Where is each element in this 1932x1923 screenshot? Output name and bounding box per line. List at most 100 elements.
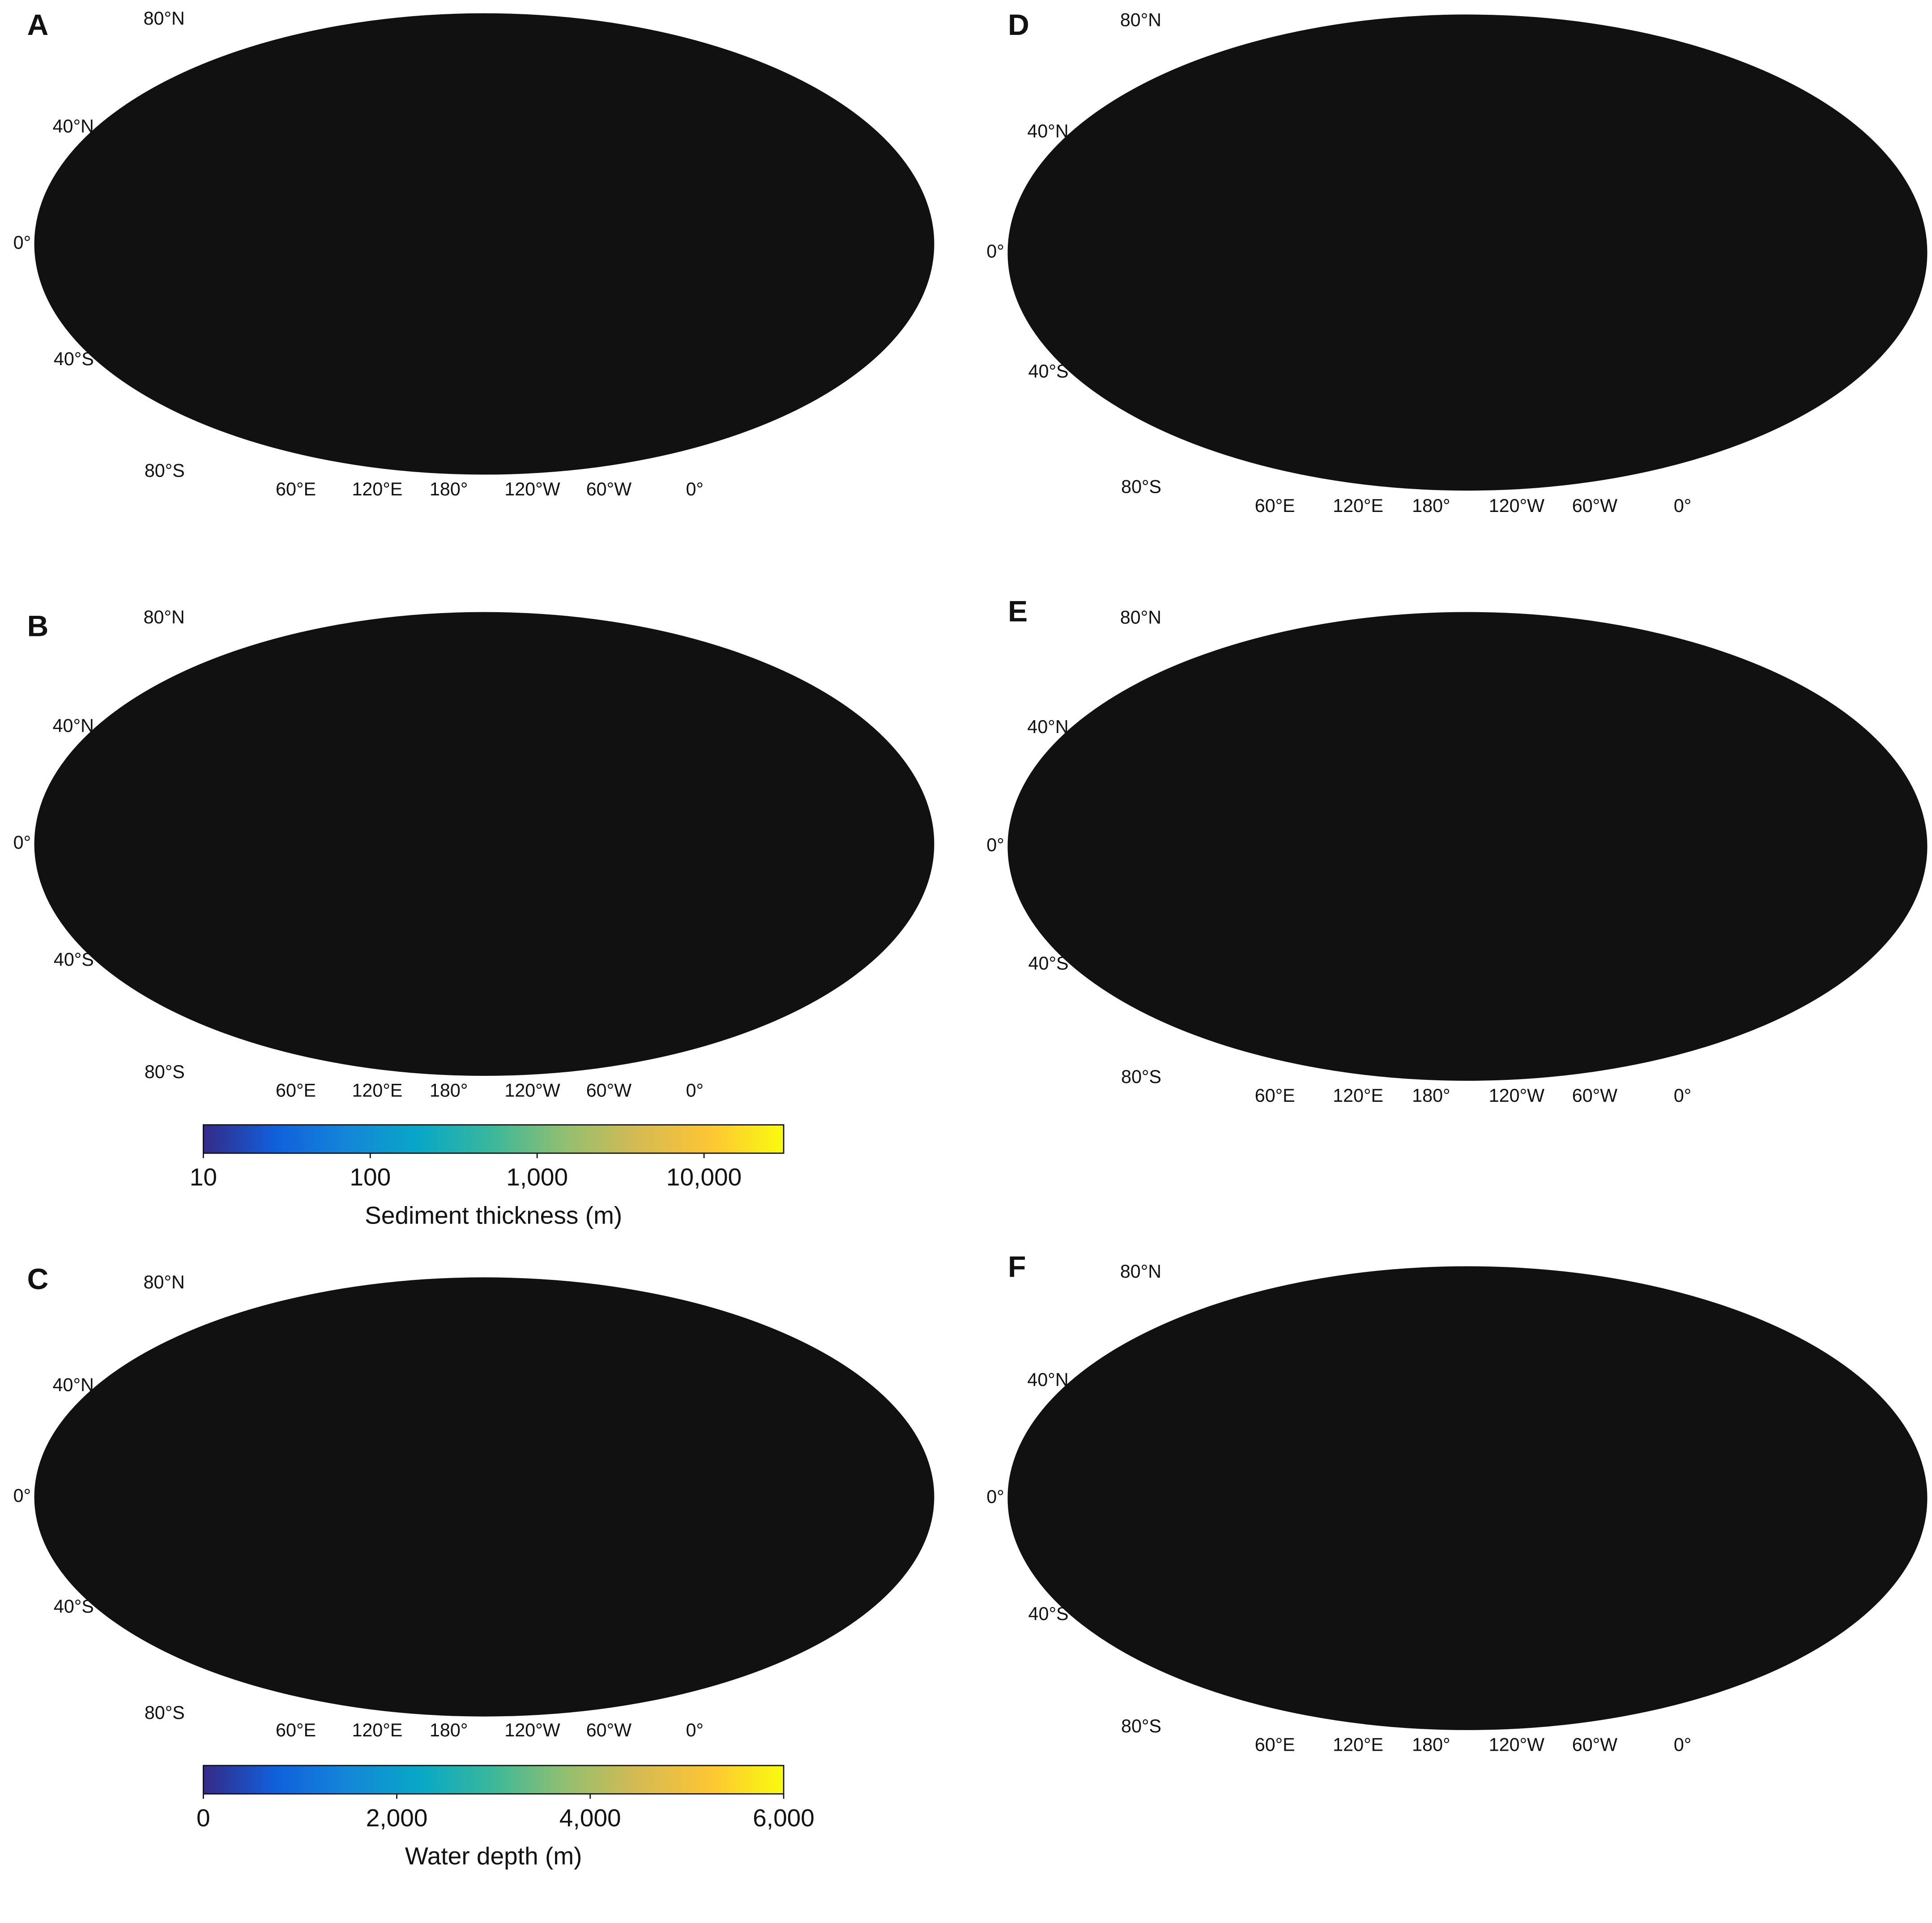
map [12,1273,956,1727]
longitude-label: 180° [1412,495,1450,516]
longitude-label: 180° [1412,1085,1450,1106]
panel-label: B [27,610,49,643]
latitude-label: 80°S [1121,476,1161,497]
latitude-label: 80°N [144,8,185,29]
colorbar-title: Water depth (m) [405,1842,582,1870]
latitude-label: 40°S [1028,361,1069,382]
latitude-label: 40°S [54,949,94,970]
land [12,608,956,1087]
map-panel: E 80°N 40°N 0° 40°S 80°S 60°E 120°E 180° 120°W 60°… [985,595,1932,1105]
longitude-label: 60°W [1572,495,1617,516]
latitude-label: 80°N [1120,607,1161,627]
colorbar-bar [202,1124,785,1154]
colorbar-tick-label: 6,000 [753,1804,815,1832]
longitude-label: 120°E [1333,495,1383,516]
longitude-label: 120°W [1489,1734,1544,1755]
map-body [34,13,934,474]
latitude-label: 40°S [54,349,94,369]
latitude-label: 80°S [145,460,185,481]
colorbar-tick-label: 4,000 [559,1804,621,1832]
latitude-label: 0° [986,835,1004,855]
longitude-label: 60°E [276,479,316,499]
map-outline [34,13,934,474]
map-panel: D 80°N 40°N 0° 40°S 80°S 60°E 120°E 180° 120°W 60°… [985,9,1932,516]
longitude-label: 60°W [586,1720,631,1740]
latitude-label: 80°N [144,1272,185,1292]
latitude-label: 40°N [1027,121,1068,141]
longitude-label: 60°E [276,1080,316,1101]
land [985,10,1932,502]
latitude-label: 40°S [1028,953,1069,973]
colorbar-tick-label: 0 [196,1804,210,1832]
longitude-label: 60°E [1255,1085,1295,1106]
longitude-label: 180° [430,1720,468,1740]
longitude-label: 120°E [352,1080,402,1101]
colorbar-tick-label: 10,000 [666,1163,742,1191]
latitude-label: 0° [13,1485,31,1506]
latitude-label: 40°N [1027,716,1068,737]
latitude-label: 80°N [1120,9,1161,30]
colorbar: 10 100 1,000 10,000 Sediment thickness (m) [190,1124,785,1229]
colorbar-tick-label: 2,000 [366,1804,428,1832]
map-body [12,1273,956,1727]
latitude-label: 80°S [1121,1716,1161,1736]
panel-label: A [27,9,49,42]
longitude-label: 60°E [1255,1734,1295,1755]
colorbar-tick-label: 1,000 [506,1163,568,1191]
longitude-label: 120°E [352,1720,402,1740]
colorbar-bar [202,1765,785,1795]
longitude-label: 120°W [1489,1085,1544,1106]
longitude-label: 0° [1674,1085,1691,1106]
longitude-label: 0° [1674,495,1691,516]
map [985,10,1932,502]
map-outline [1008,15,1927,490]
map-body [985,608,1932,1092]
map [12,9,956,486]
panel-label: D [1008,9,1029,42]
map-body [985,1262,1932,1741]
longitude-label: 60°W [586,479,631,499]
longitude-label: 120°E [352,479,402,499]
panel-label: C [27,1263,49,1296]
map-body [985,10,1932,502]
panel-label: F [1008,1250,1026,1283]
map-panel: F 80°N 40°N 0° 40°S 80°S 60°E 120°E 180° 120°W 60°… [985,1250,1932,1755]
latitude-label: 80°N [1120,1261,1161,1282]
longitude-label: 120°E [1333,1734,1383,1755]
colorbar-tick-label: 10 [190,1163,217,1191]
latitude-label: 40°N [1027,1369,1068,1390]
latitude-label: 0° [986,241,1004,261]
latitude-label: 80°S [1121,1066,1161,1087]
colorbar-tick-label: 100 [350,1163,391,1191]
longitude-label: 0° [686,1080,704,1101]
map-outline [1008,1266,1927,1730]
longitude-label: 180° [430,1080,468,1101]
longitude-label: 120°E [1333,1085,1383,1106]
longitude-label: 60°E [1255,495,1295,516]
longitude-label: 60°E [276,1720,316,1740]
latitude-label: 0° [986,1487,1004,1507]
longitude-label: 120°W [504,1720,560,1740]
longitude-label: 120°W [504,479,560,499]
latitude-label: 40°N [53,116,94,136]
longitude-label: 60°W [1572,1085,1617,1106]
latitude-label: 40°S [54,1596,94,1616]
longitude-label: 0° [686,1720,704,1740]
land [12,1273,956,1727]
colorbar: 0 2,000 4,000 6,000 Water depth (m) [196,1765,815,1870]
land [985,1262,1932,1741]
land [985,608,1932,1092]
map [985,608,1932,1092]
longitude-label: 120°W [504,1080,560,1101]
latitude-label: 0° [13,232,31,253]
latitude-label: 40°N [53,1374,94,1395]
panel-label: E [1008,595,1028,628]
longitude-label: 120°W [1489,495,1544,516]
latitude-label: 80°S [145,1702,185,1723]
map-panel: C 80°N 40°N 0° 40°S 80°S 60°E 120°E 180° 120°W 60°… [12,1263,956,1870]
latitude-label: 40°S [1028,1603,1069,1624]
latitude-label: 80°N [144,607,185,627]
latitude-label: 80°S [145,1062,185,1082]
